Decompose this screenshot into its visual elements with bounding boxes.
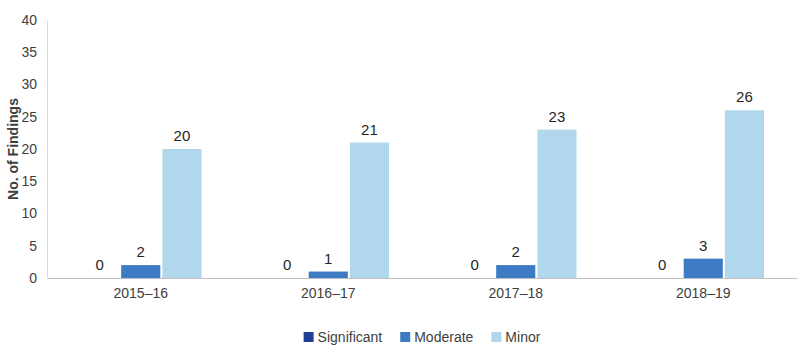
x-tick: 2018–19 (676, 278, 731, 301)
legend-label: Minor (505, 329, 540, 345)
data-label: 21 (361, 121, 378, 138)
bar (162, 149, 201, 278)
y-tick: 5 (29, 238, 47, 254)
data-label: 3 (699, 237, 707, 254)
y-tick-label: 5 (29, 238, 37, 254)
y-tick-label: 25 (21, 109, 37, 125)
data-label: 26 (736, 88, 753, 105)
x-tick-label: 2016–17 (301, 285, 356, 301)
chart-svg: 05101520253035402015–162016–172017–18201… (0, 0, 808, 362)
bar (267, 278, 306, 279)
y-tick-label: 40 (21, 12, 37, 28)
x-tick-label: 2017–18 (488, 285, 543, 301)
plot: 05101520253035402015–162016–172017–18201… (21, 12, 797, 301)
legend-swatch (304, 332, 314, 342)
bar (455, 278, 494, 279)
data-label: 0 (95, 256, 103, 273)
y-axis-title: No. of Findings (5, 98, 21, 200)
chart-container: 05101520253035402015–162016–172017–18201… (0, 0, 808, 362)
y-tick-label: 30 (21, 76, 37, 92)
y-tick-label: 15 (21, 173, 37, 189)
bar (725, 110, 764, 278)
y-axis: 0 5 10 15 20 25 30 35 40 (21, 12, 47, 286)
bars (121, 110, 764, 278)
y-tick-label: 10 (21, 205, 37, 221)
data-label: 0 (658, 256, 666, 273)
bar (121, 265, 160, 278)
x-tick: 2016–17 (301, 278, 356, 301)
x-tick-label: 2015–16 (113, 285, 168, 301)
x-tick-label: 2018–19 (676, 285, 731, 301)
data-label: 0 (470, 256, 478, 273)
x-tick: 2015–16 (113, 278, 168, 301)
data-label: 1 (324, 250, 332, 267)
y-tick: 30 (21, 76, 47, 92)
bar (80, 278, 119, 279)
data-label: 20 (174, 127, 191, 144)
y-tick-label: 20 (21, 141, 37, 157)
legend-label: Moderate (414, 329, 473, 345)
legend-swatch (400, 332, 410, 342)
legend-swatch (491, 332, 501, 342)
y-axis-line (47, 21, 48, 279)
data-label: 0 (283, 256, 291, 273)
y-tick: 10 (21, 205, 47, 221)
y-tick: 25 (21, 109, 47, 125)
x-axis-line (48, 278, 798, 279)
bar (496, 265, 535, 278)
y-tick: 20 (21, 141, 47, 157)
y-tick-label: 35 (21, 44, 37, 60)
bar (642, 278, 681, 279)
x-tick: 2017–18 (488, 278, 543, 301)
legend-item: Significant (304, 329, 383, 345)
data-label: 2 (512, 243, 520, 260)
y-tick: 0 (29, 270, 47, 286)
data-label: 2 (137, 243, 145, 260)
bar (350, 143, 389, 278)
legend-item: Moderate (400, 329, 473, 345)
data-label: 23 (549, 108, 566, 125)
y-tick: 35 (21, 44, 47, 60)
bar (537, 130, 576, 278)
data-labels: 0000212320212326 (95, 88, 752, 273)
x-axis: 2015–16 2016–17 2017–18 2018–19 (48, 278, 798, 301)
legend-label: Significant (318, 329, 383, 345)
y-tick-label: 0 (29, 270, 37, 286)
bar (309, 272, 348, 278)
legend: Significant Moderate Minor (304, 329, 541, 345)
y-tick: 15 (21, 173, 47, 189)
y-tick: 40 (21, 12, 47, 28)
legend-item: Minor (491, 329, 540, 345)
bar (684, 259, 723, 278)
